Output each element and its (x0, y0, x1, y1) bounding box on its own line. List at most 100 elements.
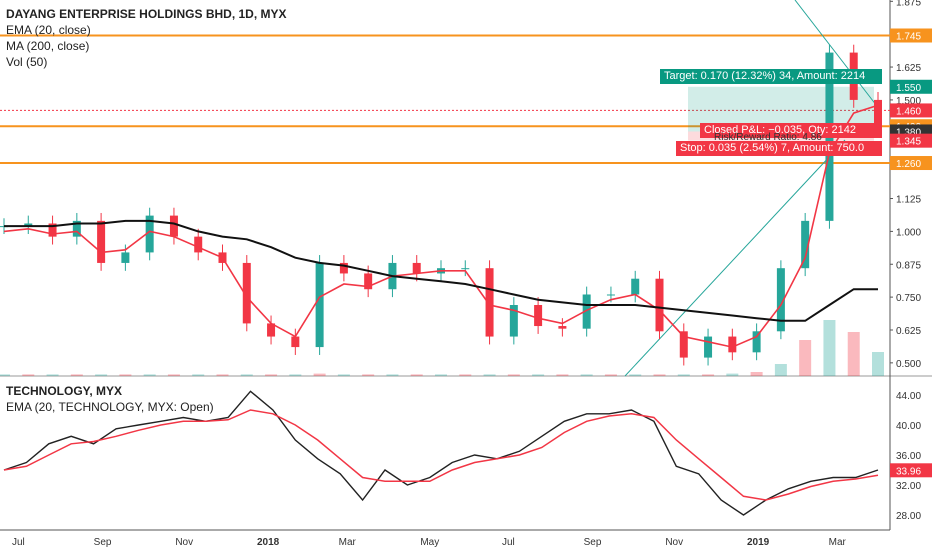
sub-tick-label: 32.00 (896, 481, 921, 492)
time-tick-label: 2019 (747, 537, 770, 548)
volume-bar (313, 373, 326, 376)
volume-bar (823, 320, 836, 376)
volume-bar (46, 374, 59, 376)
sub-tick-label: 36.00 (896, 451, 921, 462)
volume-bar (677, 374, 690, 376)
risk-reward-label: Risk/Reward Ratio: 4.86 (714, 132, 822, 143)
volume-bar (240, 374, 253, 376)
candle-body (558, 326, 567, 329)
price-label-text: 1.550 (896, 83, 921, 94)
candle-body (874, 99, 882, 127)
volume-bar (629, 374, 642, 376)
candle-body (801, 220, 810, 269)
stop-label: Stop: 0.035 (2.54%) 7, Amount: 750.0 (676, 141, 882, 156)
price-tick-label: 0.500 (896, 359, 921, 370)
volume-bar (289, 374, 302, 376)
time-tick-label: May (420, 537, 439, 548)
technology-ema-line (3, 409, 879, 501)
volume-bar (265, 374, 278, 376)
candle-body (267, 323, 276, 337)
price-label-box (890, 156, 932, 171)
candle-body (655, 278, 664, 332)
candle-body (728, 336, 737, 353)
time-tick-label: 2018 (257, 537, 280, 548)
volume-bar (337, 374, 350, 376)
volume-bar (847, 332, 860, 376)
price-label-box (890, 133, 932, 148)
volume-bar (435, 374, 447, 376)
price-tick-label: 0.625 (896, 326, 921, 337)
candle-body (752, 331, 761, 353)
volume-bar (604, 374, 617, 376)
sub-tick-label: 44.00 (896, 391, 921, 402)
price-tick-label: 1.125 (896, 195, 921, 206)
volume-bar (70, 374, 83, 376)
volume-bar (483, 374, 496, 376)
legend-ma: MA (200, close) (6, 39, 90, 53)
price-tick-label: 1.000 (896, 227, 921, 238)
price-label-text: 1.380 (896, 127, 921, 138)
volume-bar (167, 374, 180, 376)
volume-bar (702, 374, 715, 376)
closed-pnl-label: Closed P&L: −0.035, Qty: 2142 (700, 123, 882, 138)
sub-title: TECHNOLOGY, MYX (6, 384, 123, 398)
chart-title: DAYANG ENTERPRISE HOLDINGS BHD, 1D, MYX (6, 7, 287, 21)
price-label-box (890, 103, 932, 118)
sub-legend-ema: EMA (20, TECHNOLOGY, MYX: Open) (6, 400, 214, 414)
volume-bar (410, 374, 423, 376)
candle-body (121, 252, 130, 263)
candle-body (582, 294, 591, 329)
ma200-line (4, 219, 878, 322)
candle-body (679, 331, 688, 358)
volume-bar (95, 374, 108, 376)
candle-body (339, 262, 348, 274)
volume-bar (726, 373, 739, 376)
candle-body (24, 223, 33, 227)
time-tick-label: Mar (339, 537, 357, 548)
price-tick-label: 0.875 (896, 260, 921, 271)
volume-bar (216, 374, 229, 376)
volume-bar (362, 374, 375, 376)
technology-index-line (3, 390, 879, 516)
price-label-text: 1.260 (896, 159, 921, 170)
volume-bar (143, 374, 156, 376)
candle-body (606, 294, 615, 296)
candle-body (315, 262, 324, 348)
price-tick-label: 1.500 (896, 96, 921, 107)
sub-tick-label: 28.00 (896, 511, 921, 522)
candle-body (534, 305, 543, 327)
sub-legend: TECHNOLOGY, MYX EMA (20, TECHNOLOGY, MYX… (6, 383, 214, 415)
candle-body (169, 215, 178, 237)
price-label-text: 1.745 (896, 31, 921, 42)
legend-vol: Vol (50) (6, 55, 48, 69)
volume-bar (580, 374, 593, 376)
volume-bar (799, 340, 812, 376)
time-tick-label: Mar (829, 537, 847, 548)
target-label: Target: 0.170 (12.32%) 34, Amount: 2214 (660, 69, 882, 84)
volume-bar (774, 364, 787, 376)
volume-bar (0, 374, 10, 376)
candle-body (412, 262, 421, 274)
volume-bar (750, 372, 763, 376)
volume-bar (119, 374, 132, 376)
candle-body (145, 215, 154, 253)
main-legend: DAYANG ENTERPRISE HOLDINGS BHD, 1D, MYX … (6, 6, 287, 70)
price-label-text: 1.460 (896, 106, 921, 117)
candle-body (704, 336, 713, 358)
volume-bar (556, 374, 569, 376)
volume-bar (192, 374, 205, 376)
candle-body (509, 305, 518, 337)
candle-body (48, 223, 57, 237)
candle-body (72, 220, 81, 237)
legend-ema: EMA (20, close) (6, 23, 91, 37)
volume-bar (532, 374, 545, 376)
volume-bar (507, 374, 520, 376)
candle-body (364, 273, 373, 290)
price-tick-label: 1.625 (896, 63, 921, 74)
time-tick-label: Jul (12, 537, 25, 548)
candle-body (194, 236, 203, 253)
candle-body (631, 278, 640, 295)
candle-body (461, 268, 470, 270)
volume-bar (22, 374, 35, 376)
volume-bar (459, 374, 472, 376)
